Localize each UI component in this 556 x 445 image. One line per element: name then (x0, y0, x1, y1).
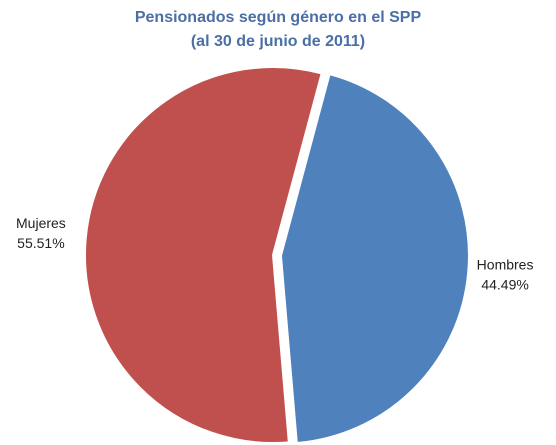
pie-slice (279, 72, 470, 445)
slice-label: Hombres (477, 256, 534, 272)
chart-subtitle: (al 30 de junio de 2011) (191, 33, 365, 50)
slice-value-label: 55.51% (17, 235, 64, 251)
slice-label: Mujeres (16, 215, 66, 231)
pie-slice (84, 66, 323, 444)
chart-title: Pensionados según género en el SPP (135, 9, 422, 26)
slice-value-label: 44.49% (481, 276, 528, 292)
